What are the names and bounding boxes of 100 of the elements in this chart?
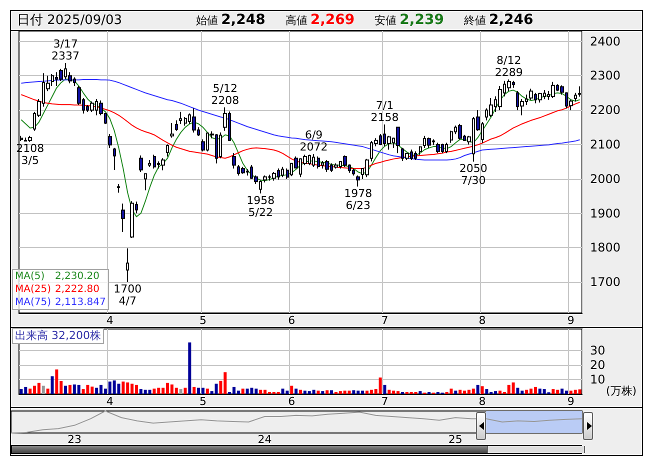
bar: [197, 388, 200, 394]
bar: [214, 384, 218, 394]
bar: [352, 390, 356, 394]
candlestick: [121, 203, 125, 232]
candlestick: [574, 92, 577, 102]
x-tick-label: 7: [381, 314, 388, 327]
annotation: 1978 6/23: [344, 186, 372, 212]
x-tick-label: 23: [68, 433, 82, 446]
annotation: 3/17 2337: [52, 37, 80, 62]
bar: [534, 386, 537, 394]
text: 終値 2,246: [464, 12, 534, 28]
bar: [294, 388, 298, 394]
candlestick: [153, 154, 156, 170]
candlestick: [175, 120, 178, 132]
bar: [28, 388, 32, 394]
bar: [450, 388, 453, 394]
bar: [206, 388, 209, 394]
bar: [525, 390, 528, 394]
candlestick: [334, 162, 338, 170]
bar: [290, 386, 294, 394]
bar: [184, 388, 187, 394]
bar: [286, 390, 289, 394]
y-tick-label: 2300: [590, 68, 621, 83]
bar: [55, 369, 58, 394]
x-tick-label: 24: [258, 433, 272, 446]
y-tick-label: 2200: [590, 103, 621, 118]
bar: [77, 384, 80, 394]
candlestick: [113, 147, 116, 170]
y-tick-label: 1900: [590, 206, 621, 220]
candlestick: [436, 142, 440, 154]
x-tick-label: 5: [199, 395, 206, 408]
annotation: 5/12 2208: [211, 82, 240, 107]
bar: [472, 388, 475, 394]
candlestick: [272, 172, 276, 182]
candlestick: [396, 126, 400, 154]
bar: [480, 386, 484, 394]
bar: [312, 390, 316, 394]
candlestick: [352, 168, 355, 176]
candlestick: [427, 137, 431, 148]
bar: [454, 390, 458, 394]
bar: [378, 378, 382, 394]
y-axis-title: (万株): [606, 384, 637, 398]
text: MA(5) 2,230.20: [15, 270, 100, 283]
x-tick-label: 25: [448, 433, 462, 446]
bar: [152, 388, 156, 394]
bar: [68, 384, 72, 394]
candlestick: [551, 81, 555, 99]
x-tick-label: 4: [106, 314, 114, 327]
y-tick-label: 2000: [590, 172, 621, 186]
candlestick: [263, 174, 267, 183]
y-tick-label: 30: [590, 344, 606, 358]
bar: [192, 386, 196, 394]
x-tick-label: 9: [567, 314, 574, 327]
candlestick: [166, 144, 169, 158]
candlestick: [130, 200, 134, 239]
candlestick: [139, 154, 143, 172]
bar: [259, 390, 262, 394]
bar: [458, 390, 462, 394]
bar: [134, 384, 138, 394]
annotation: 7/1 2158: [370, 99, 399, 124]
bar: [122, 382, 125, 394]
candlestick: [414, 150, 417, 160]
bar: [321, 391, 324, 394]
bar: [552, 389, 555, 394]
x-tick-label: 8: [478, 314, 486, 327]
bar: [246, 388, 249, 394]
annotation: 1958 5/22: [246, 194, 275, 219]
candlestick: [317, 156, 320, 170]
bar: [236, 390, 240, 394]
y-tick-label: 1700: [590, 275, 621, 290]
bar: [241, 388, 244, 394]
candlestick: [170, 122, 174, 138]
candlestick: [126, 248, 129, 283]
bar: [388, 390, 391, 394]
bar: [578, 389, 582, 394]
candlestick: [538, 92, 542, 104]
chart-title: 出来高 32,200株: [12, 328, 104, 344]
candlestick: [192, 108, 196, 133]
bar: [316, 390, 320, 394]
bar: [516, 388, 520, 394]
bar: [64, 386, 68, 394]
candlestick: [184, 116, 187, 126]
chart-title: 日付 2025/09/03: [17, 13, 122, 28]
candlestick: [148, 159, 151, 168]
candlestick: [232, 152, 236, 170]
annotation: 1700 4/7: [114, 282, 142, 308]
x-tick-label: 7: [381, 395, 388, 408]
annotation: 8/12 2289: [494, 54, 523, 79]
x-tick-label: 4: [106, 395, 114, 408]
x-tick-label: 6: [288, 395, 296, 408]
candlestick: [419, 146, 422, 156]
y-tick-label: 20: [590, 358, 606, 372]
bar: [281, 388, 284, 394]
bar: [201, 388, 204, 394]
candlestick: [458, 123, 462, 140]
bar: [50, 376, 54, 394]
bar: [330, 390, 334, 394]
x-tick-label: 5: [199, 314, 206, 327]
candlestick: [144, 173, 147, 191]
bar: [174, 388, 178, 394]
